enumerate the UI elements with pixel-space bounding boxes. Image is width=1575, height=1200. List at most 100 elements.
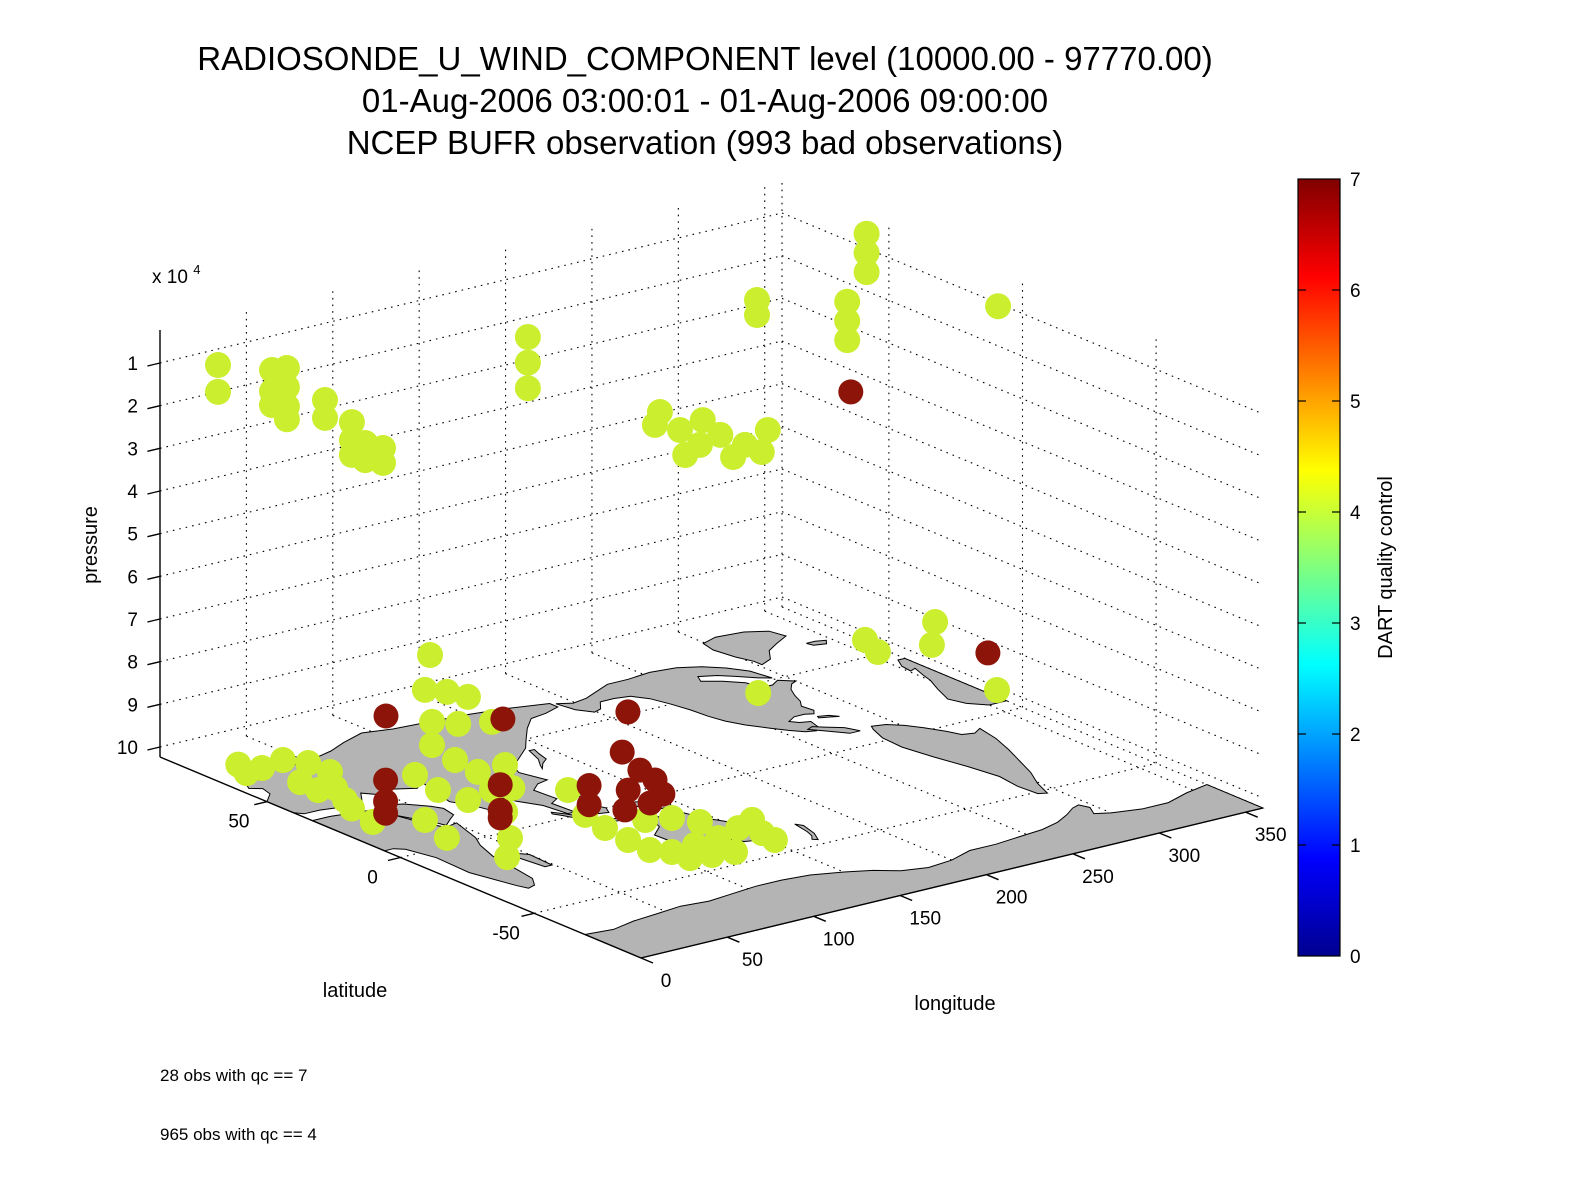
observation-qc4 <box>322 775 349 802</box>
observation-qc4 <box>834 288 861 315</box>
continent-west-africa-iberia <box>897 657 1009 706</box>
wall-grid-pressure-left <box>159 425 783 577</box>
plot-title-line3: NCEP BUFR observation (993 bad observati… <box>346 124 1064 161</box>
colorbar: 0 1 2 3 4 5 6 7 DART quality control <box>1297 170 1397 968</box>
observation-qc4 <box>672 442 699 468</box>
observation-qc4 <box>442 747 468 773</box>
wall-grid-pressure-left <box>159 340 783 492</box>
observation-qc4 <box>761 827 788 853</box>
pressure-tick-label: 3 <box>127 439 138 460</box>
observation-qc4 <box>205 378 231 405</box>
colorbar-tick-label: 2 <box>1350 725 1361 746</box>
pressure-tick-label: 2 <box>127 397 138 418</box>
pressure-tick <box>147 703 161 709</box>
latitude-tick-label: -50 <box>492 923 519 944</box>
pressure-tick <box>147 490 161 495</box>
floor-grid-lon <box>678 631 1160 834</box>
observation-qc4 <box>454 683 481 710</box>
longitude-axis-label: longitude <box>914 993 995 1015</box>
continent-central-america <box>806 726 861 734</box>
wall-grid-pressure-left <box>159 383 783 535</box>
observation-qc4 <box>646 399 673 425</box>
pressure-tick <box>147 618 161 623</box>
continent-antarctica <box>583 783 1265 959</box>
floor-grid-lon <box>764 610 1246 813</box>
continent-south-america <box>870 723 1049 795</box>
wall-grid-pressure-left <box>159 255 783 407</box>
wall-grid-pressure-right <box>781 340 1264 543</box>
colorbar-tick-label: 3 <box>1350 614 1361 635</box>
continent-cuba <box>816 714 840 719</box>
observation-qc7 <box>490 706 516 732</box>
observation-qc7 <box>975 640 1001 666</box>
observation-qc7 <box>373 703 399 729</box>
observation-qc4 <box>233 760 260 787</box>
wall-grid-pressure-right <box>781 511 1264 714</box>
colorbar-tick-label: 4 <box>1350 503 1361 524</box>
observation-qc7 <box>576 792 602 818</box>
longitude-tick-label: 0 <box>661 971 672 992</box>
colorbar-gradient <box>1297 178 1341 957</box>
continent-north-america <box>555 666 819 733</box>
observation-qc7 <box>615 777 641 803</box>
plot-title-line1: RADIOSONDE_U_WIND_COMPONENT level (10000… <box>197 40 1213 77</box>
observation-qc4 <box>834 307 861 334</box>
observation-qc7 <box>838 379 864 405</box>
wall-grid-pressure-right <box>781 297 1264 500</box>
longitude-tick <box>899 894 913 902</box>
world-map <box>243 630 1265 959</box>
observation-qc4 <box>312 387 338 413</box>
observation-qc4 <box>985 293 1012 320</box>
observation-qc4 <box>864 639 891 665</box>
observation-qc4 <box>745 680 772 706</box>
pressure-tick-label: 10 <box>117 738 138 759</box>
observation-qc4 <box>370 449 396 476</box>
pressure-tick <box>147 575 161 581</box>
observation-qc7 <box>637 790 663 816</box>
longitude-tick <box>727 936 740 943</box>
axes: 1 2 3 4 5 6 7 8 9 10 50 0 -50 0 50 100 150 200 250 300 350 la… <box>80 262 1287 1015</box>
observation-qc7 <box>487 805 513 831</box>
pressure-multiplier-label: x 10 4 <box>152 262 200 288</box>
wall-grid-pressure-left <box>159 596 783 748</box>
observation-qc4 <box>492 752 518 778</box>
colorbar-tick-label: 5 <box>1350 392 1361 413</box>
observation-qc4 <box>853 239 880 266</box>
continent-new-zealand <box>794 823 820 841</box>
observation-qc7 <box>615 699 641 725</box>
observation-qc4 <box>417 642 443 668</box>
observation-qc4 <box>689 407 716 434</box>
observation-qc4 <box>295 750 322 776</box>
observation-qc4 <box>445 710 472 737</box>
longitude-tick <box>1159 832 1172 839</box>
annotation-qc7-count: 28 obs with qc == 7 <box>160 1066 308 1085</box>
longitude-tick-label: 350 <box>1255 825 1287 846</box>
longitude-tick <box>1245 811 1258 818</box>
latitude-tick-label: 0 <box>367 868 378 889</box>
observation-qc4 <box>754 417 781 443</box>
colorbar-axis-label: DART quality control <box>1375 476 1397 659</box>
wall-grid-pressure-left <box>159 297 783 449</box>
observation-qc4 <box>497 825 523 851</box>
observation-qc4 <box>667 417 693 443</box>
observation-qc4 <box>555 777 581 803</box>
wall-grid-pressure-right <box>781 553 1264 756</box>
pressure-tick <box>147 532 161 538</box>
observation-qc4 <box>425 777 451 803</box>
observation-qc4 <box>722 839 748 865</box>
longitude-tick-label: 150 <box>909 909 941 930</box>
observation-qc4 <box>677 845 703 872</box>
observation-qc4 <box>412 807 438 833</box>
pressure-tick-label: 5 <box>127 525 138 546</box>
observation-qc4 <box>402 761 428 788</box>
observation-qc4 <box>339 795 365 822</box>
wall-grid-pressure-left <box>159 468 783 620</box>
colorbar-tick-label: 0 <box>1350 947 1361 968</box>
longitude-tick <box>813 915 827 922</box>
observation-qc4 <box>273 406 300 433</box>
latitude-axis-label: latitude <box>323 980 388 1002</box>
wall-grid-pressure-right <box>781 383 1264 586</box>
wall-grid-pressure-left <box>159 212 783 364</box>
